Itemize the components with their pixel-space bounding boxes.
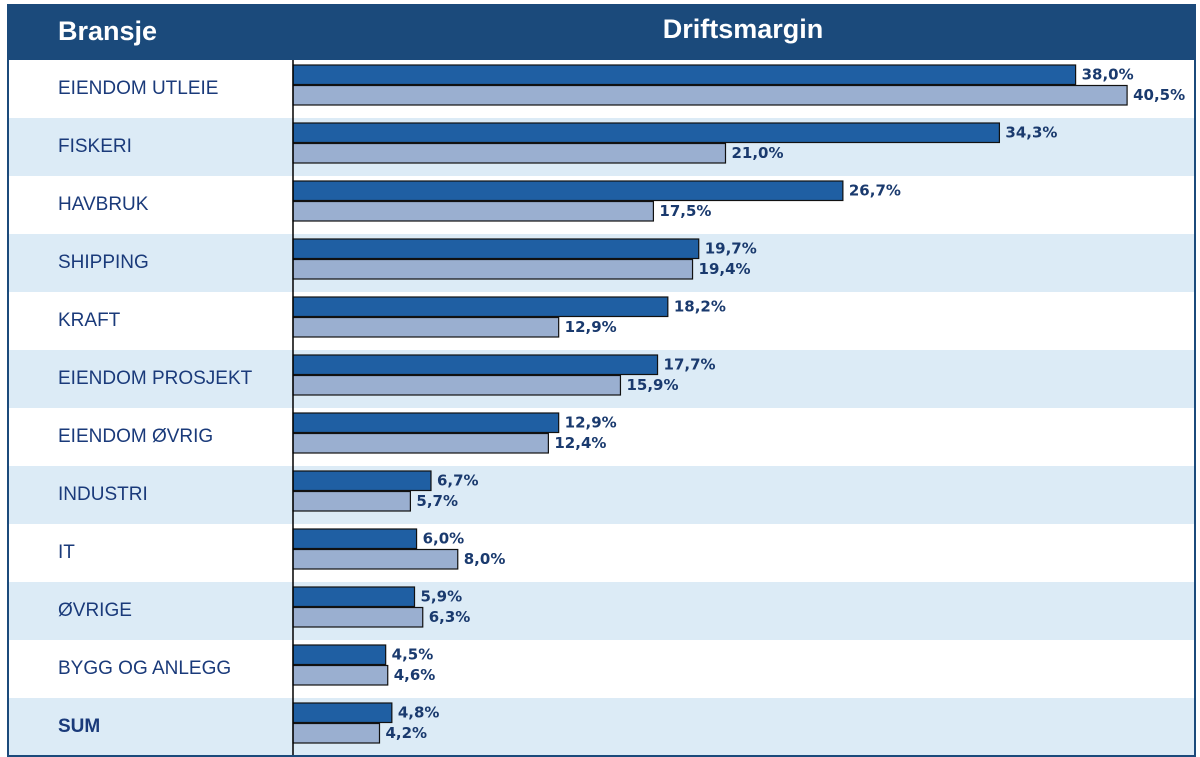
bar xyxy=(292,238,700,260)
value-label: 34,3% xyxy=(1005,124,1057,142)
bar xyxy=(292,722,381,744)
value-label: 5,7% xyxy=(416,492,458,510)
value-label: 4,2% xyxy=(385,724,427,742)
category-label: HAVBRUK xyxy=(58,194,149,215)
value-label: 12,9% xyxy=(565,318,617,336)
bar xyxy=(292,644,387,666)
value-label: 19,4% xyxy=(699,260,751,278)
bar xyxy=(292,316,560,338)
category-label: EIENDOM UTLEIE xyxy=(58,78,218,99)
row-band xyxy=(8,698,1195,756)
bar xyxy=(292,664,389,686)
value-label: 4,5% xyxy=(392,646,434,664)
bar xyxy=(292,548,459,570)
value-label: 38,0% xyxy=(1082,66,1134,84)
category-label: ØVRIGE xyxy=(58,600,132,621)
bar xyxy=(292,142,727,164)
row-band xyxy=(8,466,1195,524)
value-label: 15,9% xyxy=(626,376,678,394)
category-label: SHIPPING xyxy=(58,252,149,273)
value-label: 17,7% xyxy=(664,356,716,374)
value-label: 40,5% xyxy=(1133,86,1185,104)
category-label: IT xyxy=(58,542,75,563)
category-label: SUM xyxy=(58,716,100,737)
value-label: 8,0% xyxy=(464,550,506,568)
bar xyxy=(292,702,393,724)
value-label: 5,9% xyxy=(421,588,463,606)
bar xyxy=(292,64,1077,86)
value-label: 12,9% xyxy=(565,414,617,432)
category-header: Bransje xyxy=(58,16,157,46)
bar xyxy=(292,606,424,628)
value-label: 17,5% xyxy=(659,202,711,220)
value-label: 6,7% xyxy=(437,472,479,490)
value-label: 19,7% xyxy=(705,240,757,258)
bar xyxy=(292,122,1001,144)
chart-title: Driftsmargin xyxy=(663,14,824,44)
category-label: FISKERI xyxy=(58,136,132,157)
category-label: BYGG OG ANLEGG xyxy=(58,658,231,679)
value-label: 4,8% xyxy=(398,704,440,722)
bar xyxy=(292,354,659,376)
header-band xyxy=(8,5,1195,60)
bar xyxy=(292,374,622,396)
value-label: 12,4% xyxy=(554,434,606,452)
value-label: 4,6% xyxy=(394,666,436,684)
bar xyxy=(292,490,411,512)
bar xyxy=(292,412,560,434)
bar xyxy=(292,200,655,222)
value-label: 21,0% xyxy=(731,144,783,162)
bar xyxy=(292,180,844,202)
bar xyxy=(292,528,418,550)
frame xyxy=(7,4,1196,757)
row-band xyxy=(8,582,1195,640)
bar xyxy=(292,432,549,454)
category-label: KRAFT xyxy=(58,310,121,331)
bar xyxy=(292,296,669,318)
bar xyxy=(292,470,432,492)
value-label: 6,0% xyxy=(423,530,465,548)
bar xyxy=(292,84,1128,106)
value-label: 18,2% xyxy=(674,298,726,316)
category-label: EIENDOM PROSJEKT xyxy=(58,368,253,389)
value-label: 6,3% xyxy=(429,608,471,626)
value-label: 26,7% xyxy=(849,182,901,200)
bar xyxy=(292,258,694,280)
bar xyxy=(292,586,416,608)
category-label: EIENDOM ØVRIG xyxy=(58,426,213,447)
category-label: INDUSTRI xyxy=(58,484,148,505)
